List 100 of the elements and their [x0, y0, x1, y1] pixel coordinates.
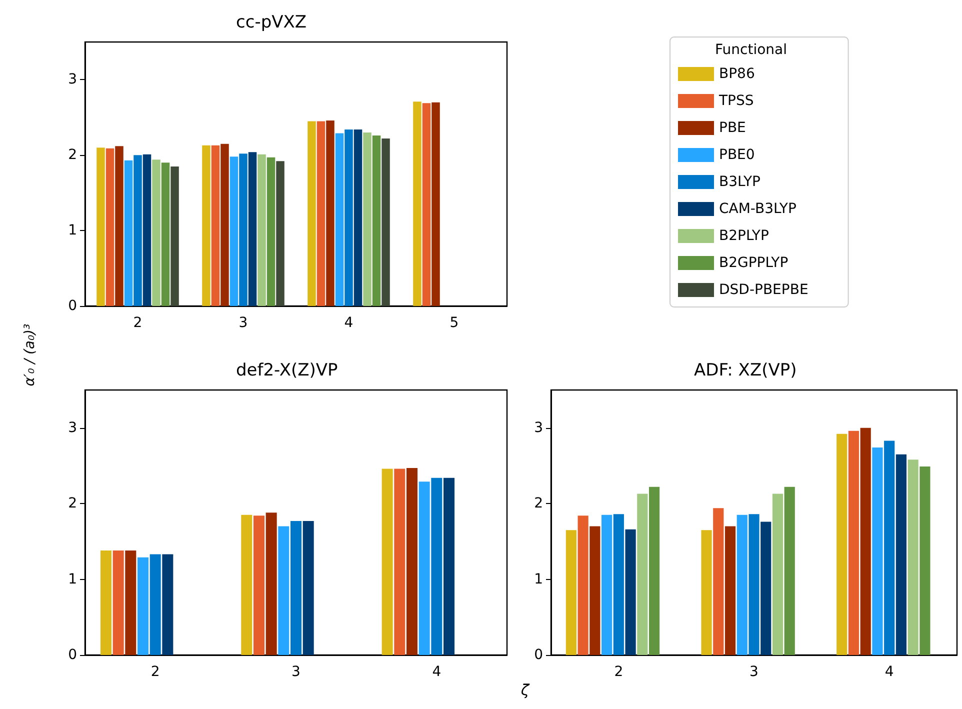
bar: [142, 154, 152, 306]
bar: [112, 550, 124, 655]
bar: [162, 554, 174, 655]
bar: [137, 557, 149, 655]
bar: [211, 145, 220, 306]
bar: [290, 520, 302, 655]
legend-label: B3LYP: [719, 174, 760, 190]
bar: [335, 133, 344, 306]
bar: [372, 136, 381, 306]
bar: [920, 466, 930, 655]
chart-title: def2-X(Z)VP: [236, 360, 338, 380]
chart-title: cc-pVXZ: [236, 12, 307, 32]
bar: [239, 154, 248, 306]
bar: [908, 460, 918, 655]
y-tick-label: 2: [68, 147, 77, 164]
bar: [896, 454, 907, 655]
y-tick-label: 0: [68, 298, 77, 314]
bar: [344, 129, 353, 306]
bar: [308, 121, 316, 306]
bar: [724, 526, 736, 655]
bar: [713, 508, 724, 655]
x-tick-label: 3: [292, 664, 300, 680]
bar: [382, 138, 390, 306]
bar: [413, 102, 422, 306]
bar: [258, 154, 266, 306]
bar: [784, 486, 795, 655]
bar: [106, 148, 114, 306]
bar: [406, 468, 418, 655]
bar: [884, 440, 895, 655]
bar: [590, 526, 600, 655]
bar: [760, 522, 772, 655]
bar: [220, 144, 229, 306]
x-tick-label: 2: [133, 315, 142, 331]
bar: [266, 512, 277, 655]
x-tick-label: 4: [344, 315, 354, 331]
bar: [253, 516, 264, 655]
bar: [637, 494, 648, 655]
legend-label: B2GPPLYP: [719, 255, 788, 271]
y-tick-label: 0: [68, 647, 77, 663]
bar: [134, 155, 142, 306]
bar: [443, 478, 455, 655]
legend-label: TPSS: [718, 93, 754, 109]
x-tick-label: 4: [884, 664, 894, 680]
bar: [701, 530, 712, 655]
bar: [431, 478, 442, 655]
x-tick-label: 2: [150, 664, 160, 680]
y-tick-label: 2: [68, 496, 77, 512]
bar: [566, 530, 576, 655]
x-tick-label: 3: [750, 664, 758, 680]
bar: [100, 550, 112, 655]
bar: [613, 514, 624, 655]
chart-title: ADF: XZ(VP): [694, 360, 797, 380]
y-tick-label: 1: [68, 222, 77, 239]
bar: [836, 434, 848, 655]
y-tick-label: 3: [68, 420, 77, 436]
y-tick-label: 3: [534, 420, 543, 436]
y-tick-label: 3: [68, 72, 77, 88]
bar: [115, 146, 124, 306]
y-tick-label: 1: [534, 571, 543, 588]
bar: [860, 428, 871, 655]
bar: [578, 516, 588, 655]
y-tick-label: 1: [68, 571, 77, 588]
bar: [202, 145, 210, 306]
bar: [354, 129, 362, 306]
bar: [772, 494, 784, 655]
y-axis-title: α′₀ / (a₀)³: [22, 324, 38, 386]
bar: [161, 162, 170, 306]
bar: [382, 468, 393, 655]
bar: [316, 121, 326, 306]
bar: [418, 482, 430, 655]
bar: [96, 148, 105, 306]
bar: [266, 157, 276, 306]
bar: [848, 430, 860, 655]
legend-label: PBE: [719, 120, 746, 136]
bar: [748, 514, 760, 655]
bar: [326, 120, 334, 306]
bar: [302, 520, 314, 655]
bar: [230, 156, 238, 306]
bar: [241, 514, 252, 655]
bar: [278, 526, 290, 655]
bar: [432, 102, 440, 306]
legend-label: B2PLYP: [719, 228, 769, 244]
bar: [125, 550, 136, 655]
legend-title: Functional: [715, 42, 788, 58]
bar: [363, 132, 372, 306]
legend-label: PBE0: [719, 147, 755, 163]
x-tick-label: 5: [450, 315, 459, 331]
bar: [152, 160, 160, 306]
bar: [601, 514, 612, 655]
bar: [872, 448, 883, 655]
bar: [248, 152, 257, 306]
bar: [648, 486, 660, 655]
legend-label: CAM-B3LYP: [719, 201, 796, 217]
bar: [625, 529, 636, 655]
x-tick-label: 2: [614, 664, 624, 680]
legend-label: DSD-PBEPBE: [719, 282, 808, 298]
x-axis-title: ζ: [520, 681, 530, 699]
bar: [422, 103, 431, 306]
y-tick-label: 2: [534, 496, 543, 512]
bar: [124, 160, 133, 306]
